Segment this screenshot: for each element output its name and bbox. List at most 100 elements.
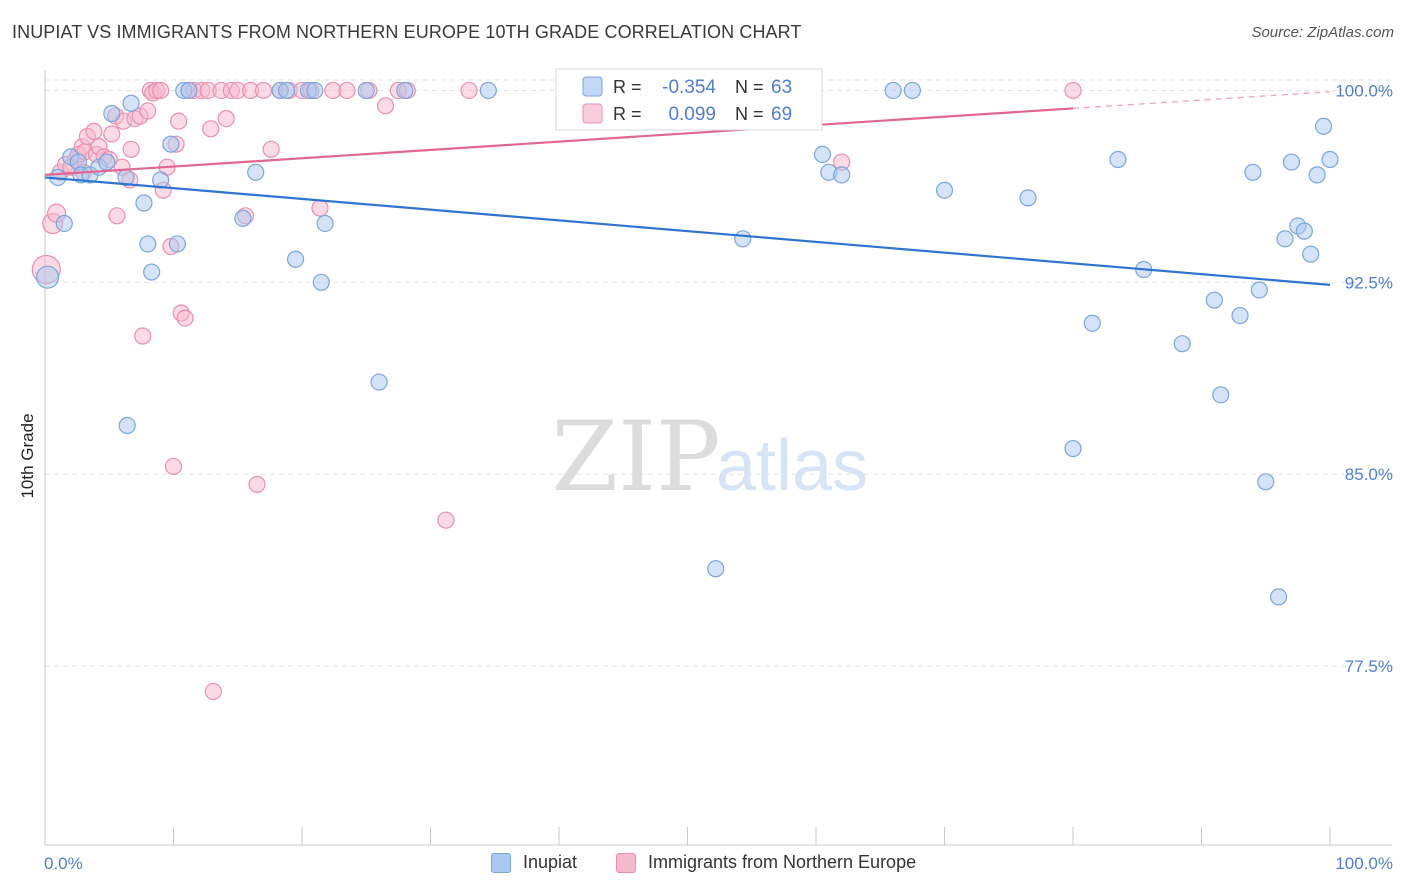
trend-extension-pink xyxy=(1072,91,1331,110)
data-point-pink xyxy=(254,81,273,100)
data-point-blue xyxy=(357,81,375,100)
data-point-pink xyxy=(202,120,220,138)
data-point-blue xyxy=(1064,439,1082,458)
data-point-blue xyxy=(707,560,725,578)
legend-swatch-blue xyxy=(491,852,511,873)
data-point-pink xyxy=(152,81,170,100)
chart-title: INUPIAT VS IMMIGRANTS FROM NORTHERN EURO… xyxy=(12,22,802,42)
data-point-pink xyxy=(122,140,140,158)
data-point-pink xyxy=(248,475,266,493)
y-tick-label: 100.0% xyxy=(1335,81,1393,100)
x-tick-label: 100.0% xyxy=(1335,854,1393,873)
legend-n-value: 63 xyxy=(771,77,792,98)
data-point-blue xyxy=(277,81,296,100)
data-point-pink xyxy=(311,199,329,217)
data-point-pink xyxy=(134,327,152,345)
data-point-blue xyxy=(122,94,140,112)
data-point-pink xyxy=(338,81,356,100)
y-tick-label: 85.0% xyxy=(1345,465,1393,484)
data-point-blue xyxy=(1231,306,1249,325)
data-point-blue xyxy=(168,235,186,253)
data-point-blue xyxy=(234,209,252,227)
legend-box: R = -0.354 N = 63 R = 0.099 N = 69 xyxy=(555,68,823,131)
data-point-pink xyxy=(85,122,103,140)
legend-item-inupiat: Inupiat xyxy=(491,852,577,873)
data-point-blue xyxy=(135,194,153,212)
legend-r-value: 0.099 xyxy=(668,104,716,125)
data-point-blue xyxy=(884,81,902,100)
axes xyxy=(44,70,1392,846)
data-point-blue xyxy=(1276,230,1294,248)
series-blue-points xyxy=(35,81,1339,606)
data-point-pink xyxy=(217,109,235,128)
data-point-blue xyxy=(833,166,851,184)
legend-r-label: R = xyxy=(613,104,642,124)
data-point-pink xyxy=(1064,81,1082,100)
data-point-blue xyxy=(162,135,180,153)
trend-line-pink xyxy=(44,107,1074,176)
data-point-blue xyxy=(103,104,121,123)
data-point-blue xyxy=(1244,163,1262,181)
data-point-blue xyxy=(139,235,157,253)
watermark-zip: ZIP xyxy=(551,401,720,513)
data-point-pink xyxy=(460,81,478,100)
data-point-blue xyxy=(55,214,73,233)
data-point-blue xyxy=(1321,150,1339,169)
data-point-pink xyxy=(204,682,222,701)
data-point-blue xyxy=(286,250,305,268)
legend-bottom: Inupiat Immigrants from Northern Europe xyxy=(0,852,1406,878)
data-point-blue xyxy=(1302,245,1320,263)
legend-box-swatch-pink xyxy=(582,103,603,124)
data-point-pink xyxy=(164,457,183,476)
y-axis-label: 10th Grade xyxy=(18,413,37,498)
data-point-blue xyxy=(1282,153,1301,171)
data-point-pink xyxy=(103,125,121,143)
data-point-pink xyxy=(139,102,157,120)
trend-lines xyxy=(44,91,1331,286)
data-point-blue xyxy=(247,163,265,181)
series-pink-points xyxy=(31,81,1082,701)
data-point-pink xyxy=(437,511,455,529)
legend-item-northern-europe: Immigrants from Northern Europe xyxy=(616,852,916,873)
data-point-blue xyxy=(1269,588,1288,606)
data-point-blue xyxy=(306,81,324,100)
data-point-blue xyxy=(1250,281,1268,299)
data-point-blue xyxy=(734,230,752,248)
legend-n-label: N = xyxy=(735,77,764,97)
legend-r-value: -0.354 xyxy=(662,77,716,98)
data-point-blue xyxy=(35,265,60,289)
data-point-blue xyxy=(903,81,921,100)
data-point-pink xyxy=(262,140,280,158)
legend-n-label: N = xyxy=(735,104,764,124)
data-point-blue xyxy=(1257,473,1275,491)
data-point-pink xyxy=(170,112,188,130)
data-point-blue xyxy=(1308,166,1326,184)
watermark-atlas: atlas xyxy=(716,426,868,506)
data-point-blue xyxy=(118,416,136,435)
y-tick-label: 77.5% xyxy=(1345,657,1393,676)
x-tick-label: 0.0% xyxy=(44,854,83,873)
data-point-blue xyxy=(1109,150,1127,169)
data-point-blue xyxy=(935,181,954,199)
data-point-blue xyxy=(316,214,334,233)
data-point-blue xyxy=(813,145,832,164)
data-point-blue xyxy=(1314,117,1333,135)
data-point-blue xyxy=(180,81,198,100)
grid-lines xyxy=(45,79,1392,667)
watermark: ZIP atlas xyxy=(551,401,868,513)
data-point-pink xyxy=(176,309,194,327)
data-point-blue xyxy=(1212,386,1230,404)
legend-label-northern-europe: Immigrants from Northern Europe xyxy=(648,852,917,872)
data-point-blue xyxy=(1295,222,1313,240)
legend-swatch-pink xyxy=(616,852,636,873)
data-point-blue xyxy=(1019,189,1037,207)
data-point-blue xyxy=(1173,335,1191,353)
data-point-blue xyxy=(143,263,161,281)
legend-box-swatch-blue xyxy=(582,76,603,97)
data-point-blue xyxy=(479,81,497,100)
y-tick-label: 92.5% xyxy=(1345,273,1393,292)
source-credit: Source: ZipAtlas.com xyxy=(1251,24,1394,41)
data-point-blue xyxy=(370,373,388,391)
tick-labels: 100.0% 92.5% 85.0% 77.5% 0.0% 100.0% xyxy=(44,81,1393,873)
